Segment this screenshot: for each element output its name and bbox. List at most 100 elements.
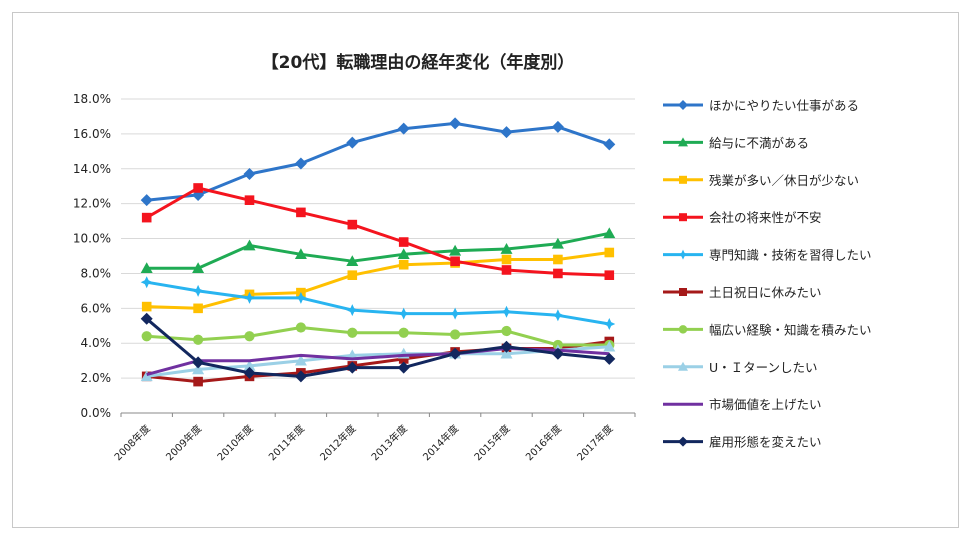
y-tick-label: 6.0% <box>81 301 112 315</box>
data-point <box>140 194 153 207</box>
x-tick-label: 2011年度 <box>266 422 307 463</box>
series-line <box>146 280 610 326</box>
y-tick-label: 0.0% <box>81 406 112 420</box>
data-point <box>347 270 358 280</box>
data-point <box>397 122 410 135</box>
data-point <box>604 247 615 258</box>
series-10 <box>140 312 616 383</box>
data-point <box>141 331 152 342</box>
data-point <box>603 138 616 151</box>
data-point <box>294 354 307 366</box>
data-point <box>294 157 307 170</box>
series-4 <box>141 183 615 280</box>
data-point <box>450 256 460 267</box>
x-tick-label: 2010年度 <box>214 422 255 463</box>
data-point <box>500 347 513 359</box>
data-point <box>140 370 153 382</box>
data-point <box>294 248 307 260</box>
data-point <box>140 276 153 289</box>
data-point <box>449 347 462 360</box>
x-tick-label: 2013年度 <box>368 422 409 463</box>
legend-item: 雇用形態を変えたい <box>663 435 822 450</box>
data-point <box>678 249 688 260</box>
data-point <box>141 301 152 312</box>
data-point <box>397 361 410 374</box>
legend-label: 雇用形態を変えたい <box>709 435 822 450</box>
series-line <box>146 251 610 310</box>
data-point <box>243 366 256 379</box>
series-line <box>145 317 610 378</box>
data-point <box>678 325 688 334</box>
data-point <box>553 254 563 265</box>
x-tick-label: 2016年度 <box>523 422 564 463</box>
data-point <box>244 195 255 205</box>
data-point <box>449 307 462 320</box>
data-point <box>678 100 688 110</box>
y-tick-label: 8.0% <box>81 266 112 280</box>
data-point <box>551 120 564 133</box>
data-point <box>140 312 153 325</box>
legend-label: 市場価値を上げたい <box>709 397 822 412</box>
series-5 <box>140 276 616 330</box>
line-chart: 【20代】転職理由の経年変化（年度別） 0.0% 2.0% 4.0% 6.0% 8.0%… <box>73 52 872 463</box>
data-point <box>397 248 410 260</box>
data-point <box>141 212 152 223</box>
data-point <box>346 304 359 317</box>
data-point <box>243 168 256 181</box>
data-point <box>551 237 564 249</box>
series-line <box>146 121 610 202</box>
data-point <box>193 183 203 193</box>
y-tick-label: 14.0% <box>73 162 111 176</box>
legend-item: 給与に不満がある <box>663 135 809 150</box>
data-point <box>244 331 255 342</box>
series-1 <box>140 117 616 207</box>
data-point <box>678 436 688 447</box>
data-point <box>243 359 256 371</box>
x-tick-label: 2015年度 <box>471 422 512 463</box>
data-point <box>346 361 359 374</box>
data-point <box>603 352 616 365</box>
data-point <box>397 307 410 320</box>
data-point <box>193 376 203 387</box>
data-point <box>243 291 256 304</box>
x-axis: 2008年度 2009年度 2010年度 2011年度 2012年度 2013年度 2014… <box>111 413 636 463</box>
data-point <box>398 327 409 338</box>
legend-label: 給与に不満がある <box>709 135 809 150</box>
data-point <box>346 136 359 149</box>
data-point <box>347 327 358 338</box>
data-point <box>604 270 615 280</box>
series-7 <box>141 322 615 351</box>
data-point <box>551 309 564 322</box>
data-point <box>398 354 409 364</box>
legend-label: 残業が多い／休日が少ない <box>709 173 859 188</box>
data-point <box>346 255 359 267</box>
gridlines <box>121 98 635 414</box>
legend-item: 残業が多い／休日が少ない <box>663 173 859 188</box>
data-point <box>449 244 462 256</box>
data-point <box>500 243 513 254</box>
legend-label: 専門知識・技術を習得したい <box>709 248 872 263</box>
chart-title: 【20代】転職理由の経年変化（年度別） <box>262 52 575 73</box>
series-line <box>146 231 610 270</box>
data-point <box>501 325 512 337</box>
data-point <box>192 356 205 369</box>
y-tick-label: 16.0% <box>73 127 111 141</box>
data-point <box>140 262 153 274</box>
y-tick-label: 12.0% <box>73 197 111 211</box>
data-point <box>192 363 205 375</box>
data-point <box>603 227 616 239</box>
data-point <box>603 318 616 330</box>
data-point <box>294 370 307 383</box>
legend-item: U・Ｉターンしたい <box>663 360 818 375</box>
legend-label: 幅広い経験・知識を積みたい <box>709 322 872 337</box>
data-point <box>553 268 563 279</box>
data-point <box>296 207 306 218</box>
y-tick-label: 4.0% <box>81 336 112 350</box>
data-point <box>398 259 409 270</box>
data-point <box>450 329 461 340</box>
data-point <box>678 361 688 371</box>
legend-item: 市場価値を上げたい <box>663 397 822 412</box>
series-layer <box>140 117 616 387</box>
legend-label: 土日祝日に休みたい <box>709 285 822 300</box>
x-tick-label: 2014年度 <box>420 422 461 463</box>
